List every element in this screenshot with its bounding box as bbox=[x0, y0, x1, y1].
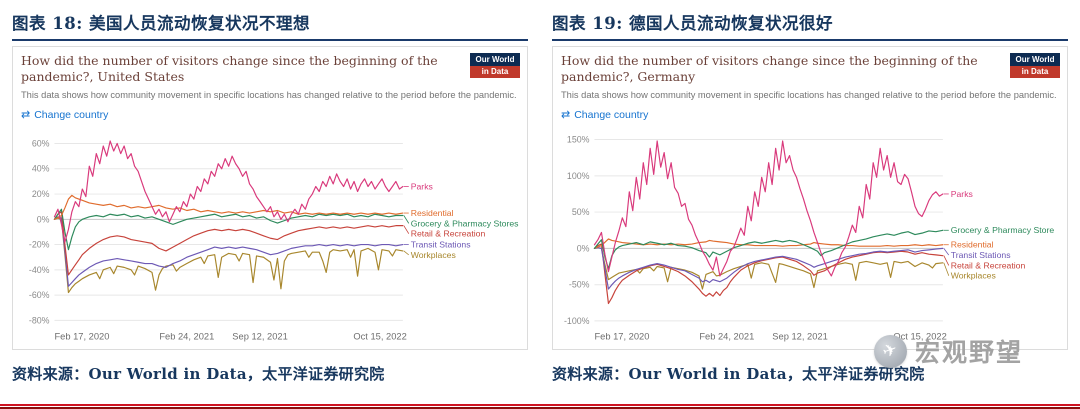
source-note-left: 资料来源：Our World in Data，太平洋证券研究院 bbox=[12, 365, 385, 383]
y-tick-label: 0% bbox=[37, 214, 50, 224]
y-tick-label: -20% bbox=[29, 240, 50, 250]
panel-germany: 图表 19: 德国人员流动恢复状况很好 Our World in Data Ho… bbox=[540, 0, 1080, 384]
owid-logo-line2: in Data bbox=[470, 65, 520, 79]
report-page: 图表 18: 美国人员流动恢复状况不理想 Our World in Data H… bbox=[0, 0, 1080, 384]
legend-connector bbox=[403, 250, 410, 256]
legend-grocery-pharmacy-store[interactable]: Grocery & Pharmacy Store bbox=[951, 225, 1055, 235]
legend-residential[interactable]: Residential bbox=[411, 208, 454, 218]
series-transit-stations bbox=[593, 247, 944, 290]
legend-retail-recreation[interactable]: Retail & Recreation bbox=[951, 260, 1026, 270]
y-tick-label: 60% bbox=[32, 139, 50, 149]
x-tick-label: Feb 24, 2021 bbox=[159, 332, 214, 342]
change-country-label: Change country bbox=[574, 108, 649, 121]
chart-description-us: This data shows how community movement i… bbox=[21, 89, 517, 100]
us-mobility-chart: 60% 40% 20% 0% -20% -40% -60% -80% Feb 17, 2020 F… bbox=[29, 139, 519, 342]
y-tick-label: -80% bbox=[29, 315, 50, 325]
legend-connector bbox=[943, 255, 950, 266]
y-tick-label: 50% bbox=[572, 207, 590, 217]
legend-grocery-pharmacy-stores[interactable]: Grocery & Pharmacy Stores bbox=[411, 218, 519, 228]
x-tick-label: Feb 17, 2020 bbox=[594, 332, 649, 342]
legend-retail-recreation[interactable]: Retail & Recreation bbox=[411, 229, 486, 239]
figure-title-19: 图表 19: 德国人员流动恢复状况很好 bbox=[552, 6, 1068, 41]
chart-heading-de: How did the number of visitors change si… bbox=[561, 53, 978, 85]
legend-connector bbox=[403, 215, 410, 224]
panel-united-states: 图表 18: 美国人员流动恢复状况不理想 Our World in Data H… bbox=[0, 0, 540, 384]
series-grocery-pharmacy-store bbox=[593, 229, 944, 270]
x-tick-label: Sep 12, 2021 bbox=[232, 332, 288, 342]
change-country-label: Change country bbox=[34, 108, 109, 121]
y-tick-label: 20% bbox=[32, 189, 50, 199]
legend-workplaces[interactable]: Workplaces bbox=[951, 271, 997, 281]
x-tick-label: Oct 15, 2022 bbox=[893, 332, 946, 342]
owid-logo-line2: in Data bbox=[1010, 65, 1060, 79]
owid-chart-card-de: Our World in Data How did the number of … bbox=[552, 46, 1068, 350]
series-parks bbox=[53, 140, 404, 243]
x-tick-label: Feb 24, 2021 bbox=[699, 332, 754, 342]
legend-transit-stations[interactable]: Transit Stations bbox=[411, 240, 471, 250]
line-chart-us: 60% 40% 20% 0% -20% -40% -60% -80% Feb 17, 2020 F… bbox=[21, 123, 519, 344]
legend-workplaces[interactable]: Workplaces bbox=[411, 250, 457, 260]
legend-transit-stations[interactable]: Transit Stations bbox=[951, 250, 1011, 260]
germany-mobility-chart: 150% 100% 50% 0% -50% -100% Feb 17, 2020 Feb 24… bbox=[564, 135, 1055, 342]
chart-description-de: This data shows how community movement i… bbox=[561, 89, 1057, 100]
series-grocery-pharmacy-stores bbox=[53, 208, 404, 251]
y-tick-label: -40% bbox=[29, 265, 50, 275]
series-retail-recreation bbox=[593, 243, 944, 305]
watermark: ✈ 宏观野望 bbox=[874, 333, 1023, 369]
y-tick-label: -100% bbox=[564, 316, 590, 326]
owid-logo[interactable]: Our World in Data bbox=[470, 53, 520, 79]
series-parks bbox=[593, 140, 944, 277]
legend-connector bbox=[943, 248, 950, 256]
series-transit-stations bbox=[53, 216, 404, 287]
series-workplaces bbox=[53, 217, 404, 294]
x-tick-label: Feb 17, 2020 bbox=[54, 332, 109, 342]
figure-title-18: 图表 18: 美国人员流动恢复状况不理想 bbox=[12, 6, 528, 41]
series-retail-recreation bbox=[53, 211, 404, 276]
change-country-button[interactable]: ⇄ Change country bbox=[21, 108, 109, 122]
footer-rule-dark bbox=[0, 407, 1080, 409]
source-note-right: 资料来源：Our World in Data，太平洋证券研究院 bbox=[552, 365, 925, 383]
owid-logo-line1: Our World bbox=[470, 53, 520, 66]
chart-heading-us: How did the number of visitors change si… bbox=[21, 53, 438, 85]
swap-arrows-icon: ⇄ bbox=[561, 109, 571, 122]
legend-parks[interactable]: Parks bbox=[411, 182, 434, 192]
paper-plane-icon: ✈ bbox=[880, 339, 901, 362]
watermark-logo: ✈ bbox=[874, 334, 907, 368]
y-tick-label: 0% bbox=[577, 243, 590, 253]
watermark-text: 宏观野望 bbox=[915, 338, 1024, 367]
x-tick-label: Oct 15, 2022 bbox=[353, 332, 406, 342]
footer-rule-red bbox=[0, 404, 1080, 406]
owid-chart-card-us: Our World in Data How did the number of … bbox=[12, 46, 528, 350]
y-tick-label: -60% bbox=[29, 290, 50, 300]
swap-arrows-icon: ⇄ bbox=[21, 109, 31, 122]
y-tick-label: 40% bbox=[32, 164, 50, 174]
legend-residential[interactable]: Residential bbox=[951, 240, 994, 250]
y-tick-label: 150% bbox=[567, 135, 590, 145]
owid-logo-line1: Our World bbox=[1010, 53, 1060, 66]
series-residential bbox=[593, 238, 944, 250]
series-residential bbox=[53, 194, 404, 221]
change-country-button[interactable]: ⇄ Change country bbox=[561, 108, 649, 122]
y-tick-label: -50% bbox=[569, 280, 590, 290]
owid-logo[interactable]: Our World in Data bbox=[1010, 53, 1060, 79]
series-workplaces bbox=[593, 247, 944, 290]
footer-rule bbox=[0, 404, 1080, 409]
line-chart-germany: 150% 100% 50% 0% -50% -100% Feb 17, 2020 Feb 24… bbox=[561, 123, 1059, 344]
y-tick-label: 100% bbox=[567, 171, 590, 181]
legend-parks[interactable]: Parks bbox=[951, 189, 974, 199]
x-tick-label: Sep 12, 2021 bbox=[772, 332, 828, 342]
legend-connector bbox=[403, 225, 410, 235]
legend-connector bbox=[943, 262, 950, 276]
